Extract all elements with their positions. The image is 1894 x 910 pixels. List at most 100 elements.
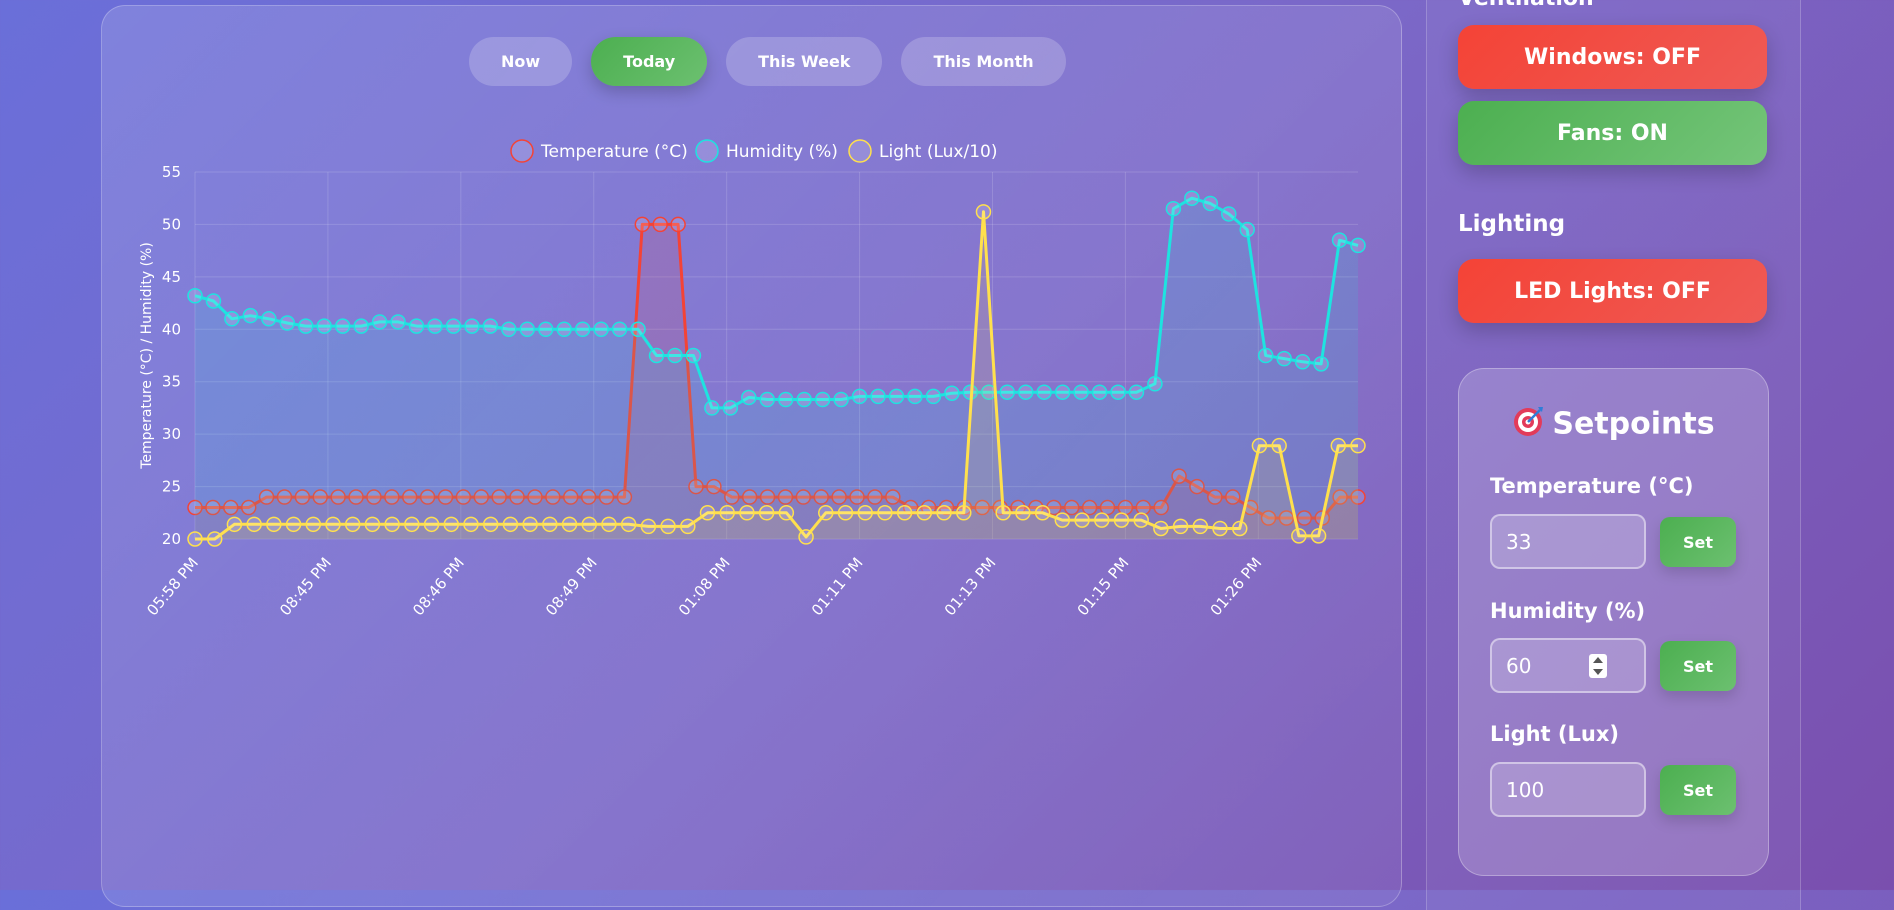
data-point — [681, 519, 695, 533]
y-tick-label: 20 — [162, 530, 181, 548]
data-point — [227, 517, 241, 531]
data-point — [1036, 506, 1050, 520]
x-tick-label: 01:13 PM — [941, 554, 1000, 619]
data-point — [1272, 439, 1286, 453]
y-tick-label: 55 — [162, 163, 181, 181]
data-point — [354, 319, 368, 333]
data-point — [594, 322, 608, 336]
data-point — [723, 401, 737, 415]
data-point — [520, 322, 534, 336]
light-setpoint-input[interactable] — [1490, 762, 1646, 817]
data-point — [1016, 506, 1030, 520]
temperature-setpoint-input[interactable] — [1490, 514, 1646, 569]
data-point — [878, 506, 892, 520]
x-tick-label: 05:58 PM — [143, 554, 202, 619]
temperature-set-button[interactable]: Set — [1660, 517, 1736, 567]
humidity-set-button[interactable]: Set — [1660, 641, 1736, 691]
data-point — [917, 506, 931, 520]
data-point — [373, 315, 387, 329]
data-point — [1193, 519, 1207, 533]
data-point — [1213, 522, 1227, 536]
data-point — [1075, 513, 1089, 527]
x-tick-label: 08:46 PM — [409, 554, 468, 619]
y-tick-label: 25 — [162, 478, 181, 496]
data-point — [1095, 513, 1109, 527]
data-point — [1233, 522, 1247, 536]
data-point — [760, 506, 774, 520]
data-point — [858, 506, 872, 520]
light-set-button[interactable]: Set — [1660, 765, 1736, 815]
data-point — [385, 517, 399, 531]
data-point — [1185, 191, 1199, 205]
data-point — [563, 517, 577, 531]
led-lights-toggle-button[interactable]: LED Lights: OFF — [1458, 259, 1767, 323]
x-tick-label: 01:15 PM — [1074, 554, 1133, 619]
legend-label: Light (Lux/10) — [879, 142, 997, 162]
data-point — [299, 319, 313, 333]
data-point — [853, 389, 867, 403]
data-point — [1314, 357, 1328, 371]
data-point — [262, 312, 276, 326]
humidity-setpoint-input[interactable] — [1490, 638, 1646, 693]
data-point — [613, 322, 627, 336]
data-point — [720, 506, 734, 520]
y-tick-label: 45 — [162, 268, 181, 286]
data-point — [484, 517, 498, 531]
data-point — [819, 506, 833, 520]
fans-toggle-button[interactable]: Fans: ON — [1458, 101, 1767, 165]
data-point — [243, 309, 257, 323]
data-point — [523, 517, 537, 531]
x-tick-label: 08:49 PM — [542, 554, 601, 619]
data-point — [267, 517, 281, 531]
sensor-chart: 20 25 30 35 40 45 50 55 05:58 PM 08:45 PM 08:46 PM… — [0, 0, 1400, 640]
data-point — [208, 532, 222, 546]
data-point — [834, 393, 848, 407]
data-point — [1148, 377, 1162, 391]
x-tick-label: 01:26 PM — [1207, 554, 1266, 619]
data-point — [1056, 385, 1070, 399]
data-point — [425, 517, 439, 531]
data-point — [326, 517, 340, 531]
data-point — [336, 319, 350, 333]
data-point — [650, 349, 664, 363]
x-tick-label: 01:11 PM — [808, 554, 867, 619]
data-point — [602, 517, 616, 531]
data-point — [1055, 513, 1069, 527]
data-point — [317, 319, 331, 333]
data-point — [1037, 385, 1051, 399]
data-point — [503, 517, 517, 531]
data-point — [635, 217, 649, 231]
y-axis-label: Temperature (°C) / Humidity (%) — [139, 242, 155, 470]
data-point — [1154, 522, 1168, 536]
data-point — [1351, 439, 1365, 453]
legend-swatch — [849, 140, 871, 162]
data-point — [686, 349, 700, 363]
light-setpoint-label: Light (Lux) — [1490, 722, 1619, 746]
data-point — [247, 517, 261, 531]
legend-label: Humidity (%) — [726, 142, 838, 162]
data-point — [797, 393, 811, 407]
data-point — [346, 517, 360, 531]
setpoints-title: Setpoints — [1459, 405, 1768, 445]
data-point — [1129, 385, 1143, 399]
data-point — [582, 517, 596, 531]
y-tick-label: 50 — [162, 215, 181, 233]
x-tick-label: 01:08 PM — [675, 554, 734, 619]
ventilation-heading: Ventilation — [1458, 0, 1594, 11]
data-point — [1296, 355, 1310, 369]
data-point — [889, 389, 903, 403]
windows-toggle-button[interactable]: Windows: OFF — [1458, 25, 1767, 89]
data-point — [705, 401, 719, 415]
data-point — [428, 319, 442, 333]
data-point — [799, 530, 813, 544]
data-point — [1134, 513, 1148, 527]
data-point — [1000, 385, 1014, 399]
data-point — [1351, 238, 1365, 252]
data-point — [188, 532, 202, 546]
data-point — [405, 517, 419, 531]
humidity-stepper-icon[interactable] — [1589, 654, 1607, 678]
temperature-setpoint-label: Temperature (°C) — [1490, 474, 1693, 498]
data-point — [1111, 385, 1125, 399]
data-point — [1166, 202, 1180, 216]
data-point — [465, 319, 479, 333]
